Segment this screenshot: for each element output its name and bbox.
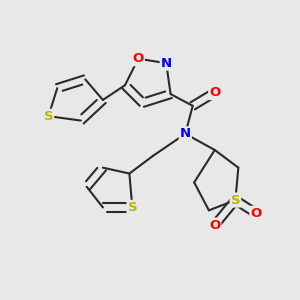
Text: S: S — [44, 110, 53, 123]
Text: N: N — [180, 127, 191, 140]
Text: O: O — [250, 207, 262, 220]
Text: O: O — [209, 219, 220, 232]
Text: S: S — [128, 201, 137, 214]
Text: O: O — [209, 86, 220, 99]
Text: S: S — [231, 194, 240, 207]
Text: N: N — [160, 57, 172, 70]
Text: O: O — [133, 52, 144, 65]
